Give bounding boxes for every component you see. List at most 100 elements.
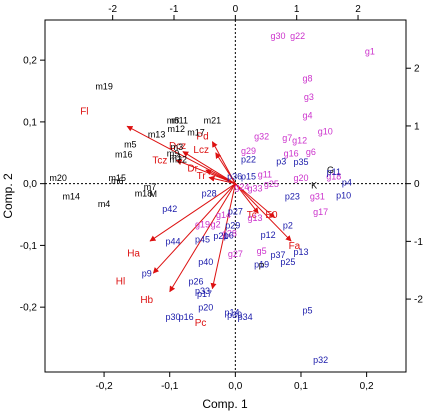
right-tick-label: -1 (414, 237, 423, 248)
point-label: p3 (276, 156, 286, 166)
x-tick-label: -0,2 (95, 381, 113, 392)
top-tick-label: 2 (355, 4, 361, 15)
point-label: p44 (165, 237, 180, 247)
point-label: m11 (171, 116, 188, 126)
top-axis: -2 -1 0 1 2 (108, 4, 361, 20)
point-label: m15 (108, 173, 126, 183)
x-tick-label: 0,2 (360, 381, 374, 392)
point-label: p17 (197, 289, 212, 299)
point-label: p37 (270, 250, 285, 260)
y-tick-label: -0,1 (20, 241, 38, 252)
right-tick-label: 2 (414, 64, 420, 75)
point-label: p42 (162, 204, 177, 214)
point-label: p9 (142, 269, 152, 279)
point-label: p21 (213, 231, 228, 241)
point-label: p25 (280, 257, 295, 267)
point-label: g33 (248, 183, 263, 193)
point-label: m6 (111, 176, 124, 186)
loading-label: Pd (196, 132, 208, 143)
point-label: M (150, 189, 158, 199)
point-label: g32 (254, 132, 269, 142)
point-label: m17 (187, 127, 205, 137)
point-label: p6 (224, 230, 234, 240)
point-label: m5 (124, 140, 137, 150)
loading-label: Hb (140, 295, 153, 306)
y-tick-label: 0,1 (23, 117, 37, 128)
plot-frame (44, 19, 407, 373)
point-label: m19 (95, 82, 113, 92)
point-label: p30 (165, 312, 180, 322)
point-label: p14 (225, 308, 240, 318)
point-label: m3 (171, 142, 184, 152)
loading-label: Hl (116, 277, 125, 288)
loading-arrow (215, 152, 236, 184)
point-label: p20 (198, 303, 213, 313)
point-label: g28 (222, 229, 237, 239)
loading-label: Fl (80, 106, 88, 117)
point-label: m13 (148, 130, 166, 140)
right-axis: -2 -1 0 1 2 (406, 64, 423, 306)
point-label: p10 (336, 190, 351, 200)
loading-arrow (126, 125, 236, 185)
loading-arrow (182, 151, 236, 185)
x-tick-label: 0,0 (228, 381, 242, 392)
point-label: p4 (342, 177, 352, 187)
point-label: p5 (303, 306, 313, 316)
point-label: g29 (241, 146, 256, 156)
loading-arrow (149, 183, 236, 242)
loading-arrow (169, 183, 236, 293)
loading-label: Dcz (169, 141, 186, 152)
loading-label: Tc (247, 210, 257, 221)
point-label: g2 (211, 219, 221, 229)
point-label: p45 (195, 235, 210, 245)
point-label: p26 (188, 277, 203, 287)
point-label: m20 (49, 173, 67, 183)
point-label: m18 (135, 188, 153, 198)
loading-arrow (210, 183, 236, 290)
point-label: p35 (293, 157, 308, 167)
loading-arrow (234, 183, 292, 242)
loading-label: Lcz (193, 145, 209, 156)
loading-label: Dr (187, 164, 198, 175)
point-label: g20 (293, 173, 308, 183)
point-label: m4 (98, 199, 111, 209)
point-label: g22 (290, 31, 305, 41)
loading-arrow (235, 183, 276, 219)
loading-label: Pc (195, 318, 207, 329)
point-label: p34 (238, 312, 253, 322)
point-label: m1 (169, 152, 182, 162)
point-label: p19 (254, 259, 269, 269)
point-label: p22 (241, 154, 256, 164)
point-label: p36 (227, 172, 242, 182)
point-label: g1 (365, 46, 375, 56)
point-label: G (327, 165, 334, 175)
point-label: g18 (326, 172, 341, 182)
point-label: m21 (204, 116, 222, 126)
top-tick-label: 1 (294, 4, 300, 15)
point-label: g24 (234, 182, 249, 192)
point-label: p23 (285, 192, 300, 202)
point-label: g10 (318, 127, 333, 137)
right-tick-label: -2 (414, 295, 423, 306)
top-tick-label: 0 (233, 4, 239, 15)
point-label: p13 (293, 247, 308, 257)
zero-lines (45, 20, 406, 372)
point-label: p28 (202, 188, 217, 198)
y-axis: -0,2 -0,1 0,0 0,1 0,2 (20, 56, 45, 314)
point-label: m14 (62, 192, 80, 202)
point-label: g6 (306, 147, 316, 157)
point-label: g13 (248, 213, 263, 223)
point-label: P (259, 261, 265, 271)
y-tick-label: 0,2 (23, 56, 37, 67)
point-label: m12 (168, 124, 186, 134)
point-label: g17 (313, 207, 328, 217)
point-label: g27 (228, 249, 243, 259)
point-label: g31 (310, 192, 325, 202)
loading-arrow (208, 175, 236, 185)
x-axis-label: Comp. 1 (202, 397, 248, 411)
point-label: m7 (144, 182, 157, 192)
y-axis-label: Comp. 2 (1, 173, 15, 219)
